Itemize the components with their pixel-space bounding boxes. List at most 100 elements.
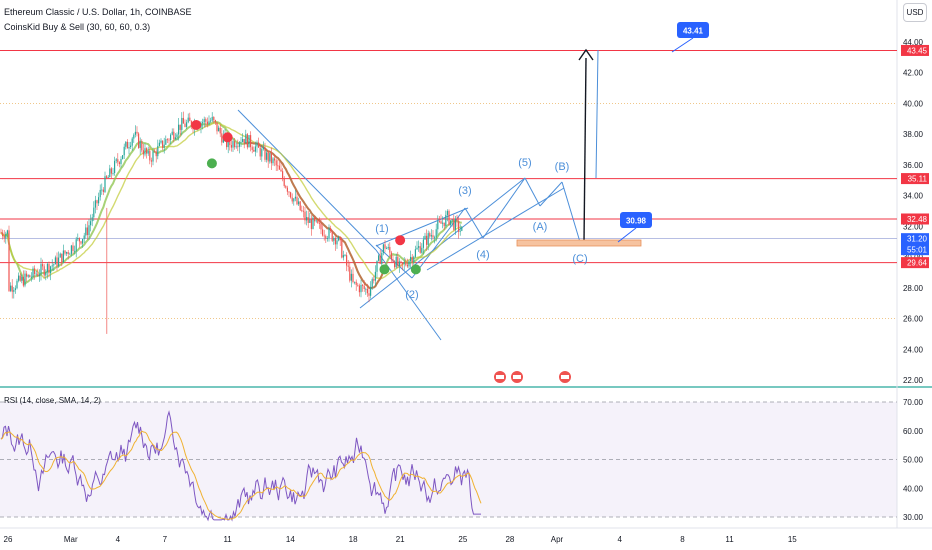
candle-body bbox=[328, 228, 330, 239]
sell-signal-dot[interactable] bbox=[395, 235, 406, 246]
elliott-wave-line[interactable] bbox=[375, 207, 469, 247]
candle-body bbox=[54, 257, 56, 265]
candle-body bbox=[21, 276, 23, 281]
candle-body bbox=[171, 131, 173, 135]
candle-body bbox=[86, 227, 88, 236]
candle-body bbox=[275, 160, 277, 166]
elliott-wave-line[interactable] bbox=[561, 181, 581, 243]
sell-signal-dot[interactable] bbox=[222, 132, 233, 143]
elliott-wave-line[interactable] bbox=[375, 244, 413, 279]
elliott-wave-line[interactable] bbox=[464, 207, 484, 239]
price-axis-tick: 32.00 bbox=[903, 222, 924, 231]
candle-body bbox=[170, 134, 172, 141]
candle-body bbox=[427, 233, 429, 245]
elliott-wave-line[interactable] bbox=[237, 109, 377, 251]
target-arrow-shaft[interactable] bbox=[583, 57, 587, 243]
candle-body bbox=[414, 249, 416, 257]
wave-label: (A) bbox=[533, 221, 548, 233]
time-axis-tick: Mar bbox=[64, 535, 78, 544]
candle-body bbox=[405, 262, 407, 265]
candle-body bbox=[117, 159, 119, 163]
target-low-callout-box[interactable] bbox=[620, 212, 652, 228]
buy-signal-dot[interactable] bbox=[410, 264, 421, 275]
price-axis-label[interactable] bbox=[901, 233, 929, 256]
candle-body bbox=[373, 279, 375, 281]
wave-label: (1) bbox=[375, 223, 388, 235]
candle-body bbox=[30, 276, 32, 278]
price-axis-label[interactable] bbox=[901, 173, 929, 185]
candle-body bbox=[146, 148, 148, 154]
candle-body bbox=[258, 142, 260, 148]
candle-body bbox=[27, 275, 29, 277]
candle-body bbox=[285, 185, 287, 188]
sell-signal-dot[interactable] bbox=[191, 119, 202, 130]
candle-body bbox=[333, 237, 335, 241]
elliott-wave-line[interactable] bbox=[482, 177, 526, 239]
candle-body bbox=[334, 237, 336, 245]
wave-label: (3) bbox=[458, 185, 471, 197]
price-axis-label[interactable] bbox=[901, 213, 929, 225]
indicator-title[interactable]: CoinsKid Buy & Sell (30, 60, 60, 0.3) bbox=[4, 22, 151, 32]
candle-body bbox=[83, 235, 85, 239]
candle-body bbox=[392, 259, 394, 262]
elliott-wave-line[interactable] bbox=[411, 207, 466, 279]
candle-body bbox=[349, 266, 351, 281]
candle-body bbox=[214, 120, 216, 123]
price-axis-label[interactable] bbox=[901, 257, 929, 269]
candle-body bbox=[406, 264, 408, 267]
candle-body bbox=[134, 131, 136, 135]
candle-body bbox=[158, 142, 160, 146]
candle-body bbox=[272, 158, 274, 164]
candle-body bbox=[322, 229, 324, 236]
candle-body bbox=[176, 134, 178, 138]
candle-body bbox=[411, 256, 413, 263]
elliott-wave-line[interactable] bbox=[426, 187, 565, 271]
buy-signal-dot[interactable] bbox=[206, 158, 217, 169]
candle-body bbox=[341, 240, 343, 258]
candle-body bbox=[435, 229, 437, 238]
candle-body bbox=[256, 142, 258, 147]
candle-body bbox=[5, 233, 7, 239]
candle-body bbox=[418, 246, 420, 248]
candle-body bbox=[309, 219, 311, 223]
price-axis-tick: 36.00 bbox=[903, 161, 924, 170]
price-axis-label-text: 43.45 bbox=[907, 46, 928, 55]
candle-body bbox=[248, 135, 250, 148]
currency-button[interactable]: USD bbox=[903, 3, 927, 22]
price-axis-label-text: 35.11 bbox=[908, 175, 928, 184]
buy-sell-ribbon-bearish bbox=[243, 141, 385, 290]
target-high-callout-box[interactable] bbox=[677, 22, 709, 38]
candle-body bbox=[90, 221, 92, 226]
candle-body bbox=[232, 141, 234, 148]
candle-body bbox=[133, 134, 135, 139]
candle-body bbox=[259, 147, 261, 157]
candle-body bbox=[336, 240, 338, 245]
candle-body bbox=[357, 284, 359, 286]
candle-body bbox=[139, 141, 141, 148]
rsi-label[interactable]: RSI (14, close, SMA, 14, 2) bbox=[4, 396, 101, 405]
projection-line[interactable] bbox=[595, 49, 599, 179]
candle-body bbox=[331, 231, 333, 241]
buy-signal-dot[interactable] bbox=[379, 264, 390, 275]
target-low-callout-text: 30.98 bbox=[626, 217, 647, 226]
candle-body bbox=[296, 196, 298, 205]
candle-body bbox=[317, 220, 319, 223]
candle-body bbox=[118, 162, 120, 165]
elliott-wave-line[interactable] bbox=[539, 181, 563, 207]
candle-body bbox=[168, 139, 170, 141]
time-axis-tick: 28 bbox=[505, 535, 514, 544]
price-axis-tick: 42.00 bbox=[903, 69, 924, 78]
price-axis-label[interactable] bbox=[901, 44, 929, 56]
demand-zone[interactable] bbox=[516, 239, 642, 247]
candle-body bbox=[456, 218, 458, 222]
candle-body bbox=[370, 286, 372, 296]
wave-label: (B) bbox=[555, 161, 570, 173]
candle-body bbox=[368, 293, 370, 296]
candle-body bbox=[282, 171, 284, 179]
candle-body bbox=[243, 139, 245, 144]
elliott-wave-line[interactable] bbox=[524, 177, 541, 207]
time-axis-tick: 4 bbox=[116, 535, 121, 544]
candle-body bbox=[110, 168, 112, 174]
candle-body bbox=[208, 121, 210, 125]
